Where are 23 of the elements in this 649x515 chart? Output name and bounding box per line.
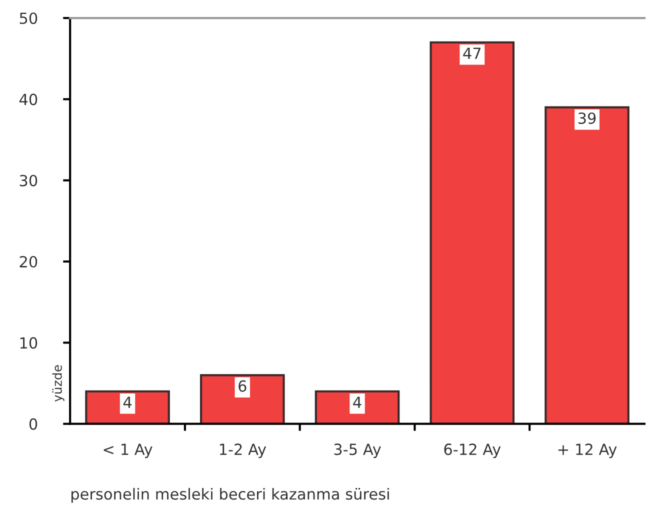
x-tick-label: < 1 Ay	[104, 444, 152, 458]
y-tick-label: 50	[20, 12, 38, 24]
data-label: 6	[238, 380, 246, 392]
y-tick-label: 20	[20, 256, 38, 268]
x-tick-label: 6-12 Ay	[444, 444, 501, 458]
bar	[85, 390, 170, 424]
data-label: 47	[463, 48, 481, 59]
bar	[544, 106, 630, 424]
bar	[314, 390, 400, 424]
data-label: 4	[353, 396, 362, 408]
y-axis-title: yüzde	[52, 365, 64, 402]
bar	[430, 41, 515, 424]
data-label: 4	[123, 396, 132, 408]
y-tick-label: 30	[20, 174, 38, 186]
y-tick-label: 10	[20, 337, 38, 349]
bar	[200, 374, 285, 424]
x-axis-title: personelin mesleki beceri kazanma süresi	[71, 488, 389, 503]
y-tick-label: 40	[19, 94, 38, 106]
x-tick-label: + 12 Ay	[558, 444, 617, 458]
data-label: 39	[578, 112, 596, 124]
x-tick-label: 3-5 Ay	[334, 444, 381, 458]
y-tick-label: 0	[29, 418, 38, 430]
x-tick-label: 1-2 Ay	[220, 444, 266, 458]
